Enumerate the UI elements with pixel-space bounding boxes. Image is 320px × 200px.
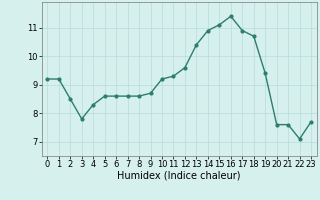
X-axis label: Humidex (Indice chaleur): Humidex (Indice chaleur) [117,171,241,181]
